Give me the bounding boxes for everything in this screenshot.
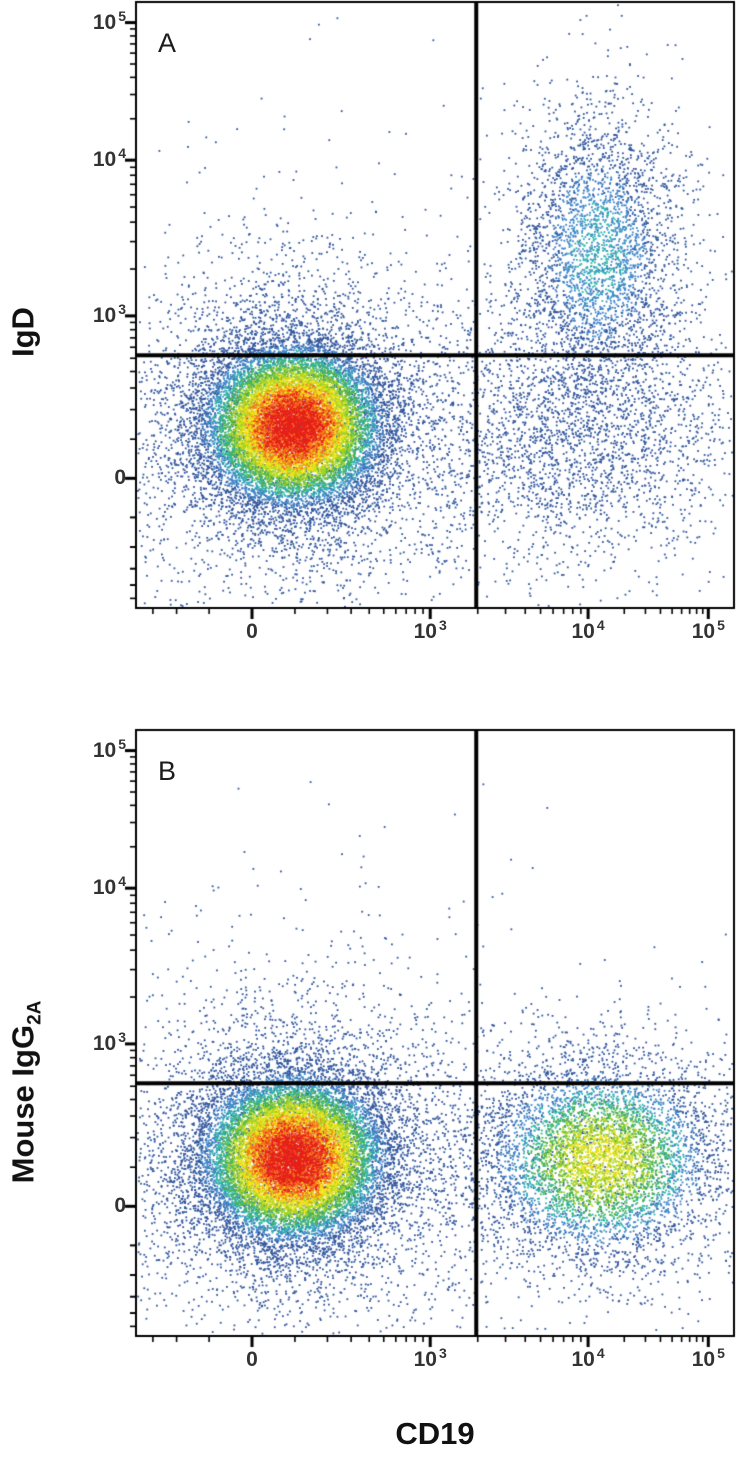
- y-tick-exponent: 4: [118, 873, 126, 890]
- x-tick-label: 10 3: [413, 617, 447, 643]
- x-tick-label: 10 3: [413, 1345, 447, 1371]
- y-tick-label: 10 3: [92, 300, 126, 327]
- x-tick-exponent: 3: [438, 617, 447, 633]
- y-tick-label: 0: [114, 1194, 126, 1218]
- x-axis-title: CD19: [395, 1416, 475, 1451]
- panel-a-letter: A: [158, 28, 177, 58]
- y-tick-exponent: 5: [118, 7, 126, 24]
- x-tick-label: 0: [246, 1348, 258, 1371]
- x-tick-label: 10 5: [691, 617, 725, 643]
- x-tick-label: 10 5: [691, 1345, 725, 1371]
- panel-b-dot-plot-canvas: [0, 728, 736, 1418]
- x-tick-exponent: 5: [717, 1345, 725, 1361]
- y-tick-exponent: 3: [118, 300, 126, 317]
- panel-b-x-tick-labels: 0 10 3 10 4 10 5: [0, 1345, 736, 1384]
- panel-b: B Mouse IgG2A 0 10 3 10 4 10 5 10 5 10 4 10 3 0: [0, 728, 736, 1418]
- x-tick-label: 0: [246, 620, 258, 643]
- y-tick-exponent: 3: [118, 1028, 126, 1045]
- panel-b-letter: B: [158, 756, 177, 786]
- y-tick-exponent: 5: [118, 735, 126, 752]
- panel-a: A IgD 0 10 3 10 4 10 5 10 5 10 4 10 3 0: [0, 0, 736, 690]
- y-tick-exponent: 4: [118, 145, 126, 162]
- x-tick-label: 10 4: [571, 1345, 605, 1371]
- panel-b-y-tick-labels: 10 5 10 4 10 3 0: [0, 728, 736, 1418]
- x-tick-exponent: 5: [717, 617, 725, 633]
- x-tick-exponent: 4: [596, 1345, 605, 1361]
- y-tick-label: 10 5: [92, 7, 126, 34]
- y-tick-label: 0: [114, 466, 126, 490]
- x-tick-label: 10 4: [571, 617, 605, 643]
- panel-a-y-tick-labels: 10 5 10 4 10 3 0: [0, 0, 736, 690]
- panel-a-dot-plot-canvas: [0, 0, 736, 690]
- panel-a-x-tick-labels: 0 10 3 10 4 10 5: [0, 617, 736, 656]
- y-tick-label: 10 3: [92, 1028, 126, 1055]
- y-tick-label: 10 4: [92, 873, 126, 900]
- x-tick-exponent: 3: [438, 1345, 447, 1361]
- y-tick-label: 10 5: [92, 735, 126, 762]
- y-tick-label: 10 4: [92, 145, 126, 172]
- x-tick-exponent: 4: [596, 617, 605, 633]
